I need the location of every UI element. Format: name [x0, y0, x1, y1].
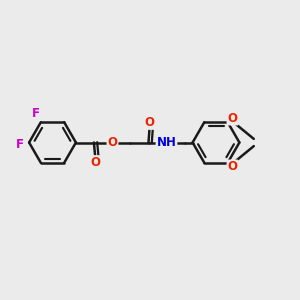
- Text: F: F: [16, 137, 23, 151]
- Text: F: F: [32, 107, 39, 120]
- Text: O: O: [227, 160, 238, 173]
- Text: O: O: [107, 136, 118, 149]
- Text: O: O: [145, 116, 155, 129]
- Text: O: O: [227, 112, 238, 124]
- Text: O: O: [90, 156, 100, 169]
- Text: NH: NH: [157, 136, 176, 149]
